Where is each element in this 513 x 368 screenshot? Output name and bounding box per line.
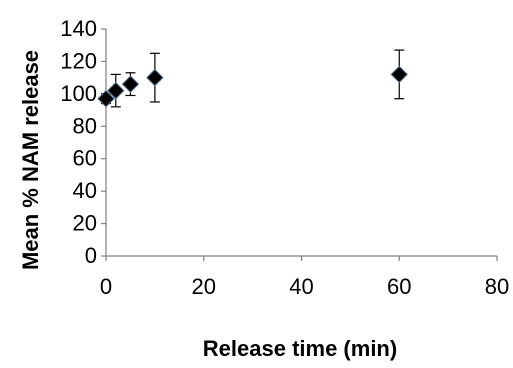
ticks: 0 20 40 60 80 100 120 140 0 20 40 60 80 — [60, 16, 509, 299]
x-tick-label: 20 — [192, 274, 216, 299]
data-point — [146, 68, 164, 87]
y-tick-label: 60 — [73, 146, 97, 171]
data-point — [390, 65, 408, 84]
y-tick-label: 40 — [73, 178, 97, 203]
x-tick-label: 80 — [485, 274, 509, 299]
axes — [105, 29, 497, 257]
y-tick-label: 0 — [85, 243, 97, 268]
x-tick-label: 0 — [100, 274, 112, 299]
data-point — [107, 81, 125, 100]
x-tick-label: 60 — [387, 274, 411, 299]
y-tick-label: 80 — [73, 113, 97, 138]
y-tick-label: 120 — [60, 48, 97, 73]
y-tick-label: 20 — [73, 211, 97, 236]
data-marks — [97, 49, 408, 108]
data-point — [121, 75, 140, 93]
y-axis-title: Mean % NAM release — [18, 50, 43, 270]
y-tick-label: 140 — [60, 16, 97, 41]
x-axis-title: Release time (min) — [203, 336, 397, 361]
x-tick-label: 40 — [289, 274, 313, 299]
data-point — [97, 90, 115, 108]
y-tick-label: 100 — [60, 81, 97, 106]
